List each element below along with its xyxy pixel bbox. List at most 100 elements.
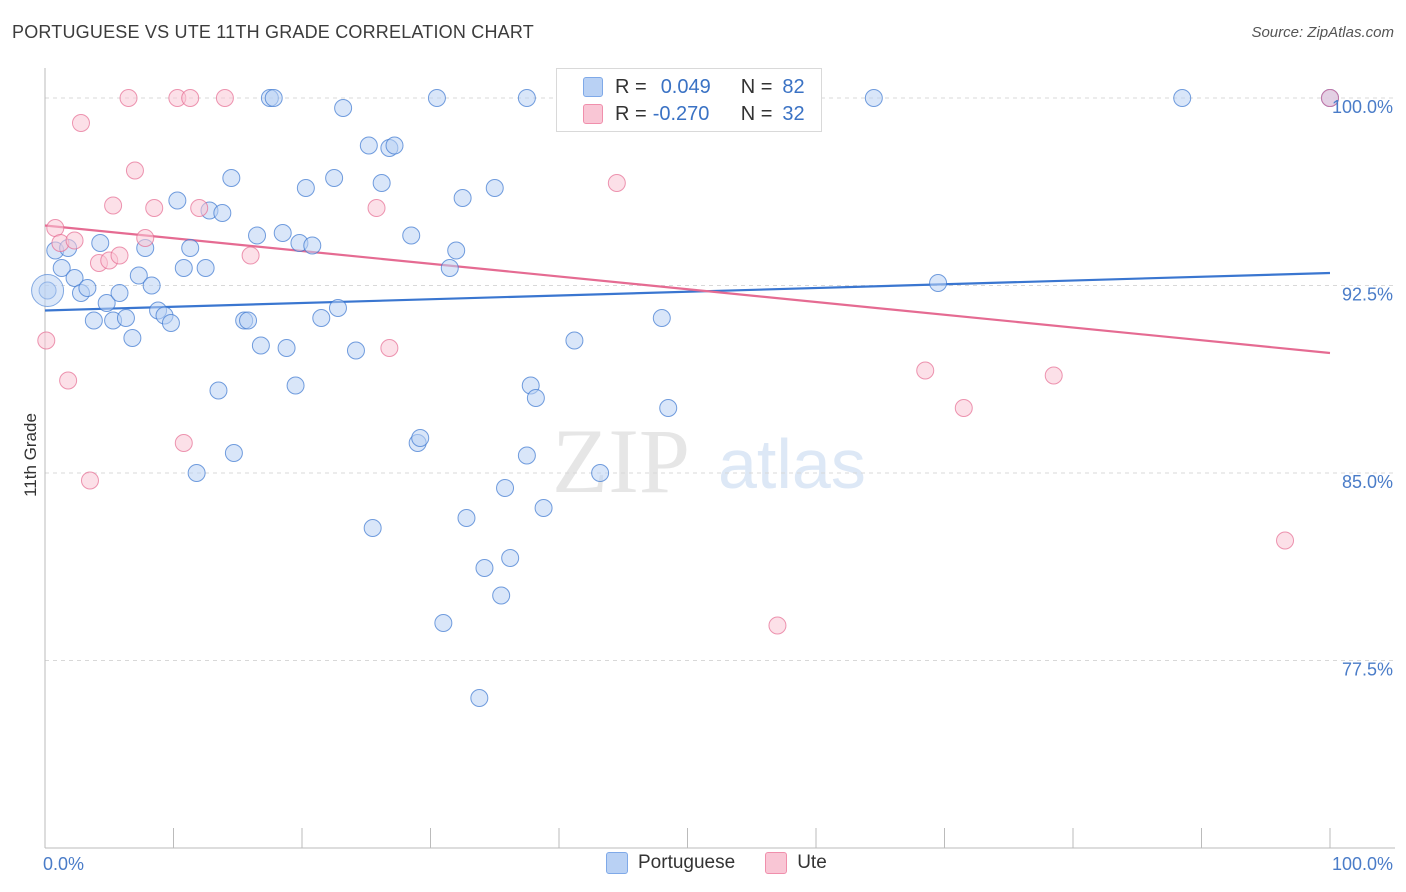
portuguese-point xyxy=(492,586,511,605)
ute-point xyxy=(174,434,193,452)
portuguese-point xyxy=(526,389,545,407)
legend-label-portuguese: Portuguese xyxy=(638,852,736,873)
axes xyxy=(44,68,1395,849)
ute-point xyxy=(80,471,99,490)
ute-point xyxy=(954,399,973,417)
portuguese-point xyxy=(161,314,180,332)
portuguese-point xyxy=(485,179,504,197)
portuguese-point xyxy=(346,341,365,360)
portuguese-point xyxy=(187,464,206,482)
portuguese-point xyxy=(239,311,258,330)
portuguese-point xyxy=(174,259,193,277)
data-points xyxy=(31,89,1339,707)
portuguese-point xyxy=(334,99,353,117)
portuguese-point xyxy=(196,259,215,277)
ute-point xyxy=(136,229,155,247)
portuguese-point xyxy=(385,136,404,155)
portuguese-point xyxy=(434,614,453,632)
portuguese-point xyxy=(534,499,553,517)
portuguese-point xyxy=(65,269,84,287)
portuguese-point xyxy=(277,339,296,357)
portuguese-point xyxy=(475,559,494,577)
correlation-legend: R = 0.049 N = 82 R = -0.270 N = 32 xyxy=(556,68,822,132)
portuguese-point xyxy=(517,446,536,465)
portuguese-point xyxy=(209,381,228,400)
ute-point xyxy=(125,161,144,180)
portuguese-point xyxy=(312,309,331,327)
portuguese-point xyxy=(296,179,315,197)
r-value: -0.270 xyxy=(652,102,710,125)
ute-point xyxy=(607,174,626,192)
portuguese-point xyxy=(359,136,378,155)
tick-labels: 77.5% 85.0% 92.5% 100.0% 0.0% 100.0% xyxy=(43,97,1393,874)
portuguese-point xyxy=(372,174,391,192)
ute-point xyxy=(119,89,138,107)
trend-lines xyxy=(44,224,1331,355)
portuguese-point xyxy=(470,689,489,707)
y-tick-label: 92.5% xyxy=(1342,285,1393,305)
portuguese-point xyxy=(501,549,520,567)
portuguese-point xyxy=(273,224,292,242)
portuguese-point xyxy=(52,259,71,277)
portuguese-swatch xyxy=(583,77,603,97)
legend-row-portuguese: R = 0.049 N = 82 xyxy=(557,74,805,100)
ute-point xyxy=(916,361,935,380)
portuguese-point xyxy=(222,169,241,187)
gridlines xyxy=(45,97,1395,661)
source-credit: Source: ZipAtlas.com xyxy=(1251,24,1394,41)
portuguese-point xyxy=(453,189,472,207)
portuguese-point xyxy=(496,479,515,497)
ute-point xyxy=(1321,89,1339,107)
portuguese-point xyxy=(929,274,948,292)
portuguese-point xyxy=(97,294,116,312)
ute-point xyxy=(59,371,78,390)
ute-point xyxy=(215,89,234,107)
ute-point xyxy=(110,246,129,265)
portuguese-point xyxy=(1173,89,1192,107)
portuguese-point xyxy=(251,336,270,355)
ute-point xyxy=(768,616,787,635)
ute-swatch xyxy=(765,852,788,874)
n-value: 82 xyxy=(782,75,805,98)
series-legend: Portuguese Ute xyxy=(606,852,857,874)
n-label: N = xyxy=(740,75,773,98)
portuguese-point xyxy=(652,309,671,327)
y-axis-title: 11th Grade xyxy=(21,413,40,497)
portuguese-point xyxy=(864,89,883,107)
portuguese-trend-line xyxy=(44,271,1331,312)
portuguese-point xyxy=(363,519,382,537)
n-value: 32 xyxy=(782,102,805,125)
portuguese-point xyxy=(213,204,232,222)
portuguese-point xyxy=(84,311,103,330)
ute-point xyxy=(37,331,56,350)
portuguese-point xyxy=(248,226,267,245)
portuguese-point xyxy=(411,429,430,447)
portuguese-point xyxy=(168,191,187,210)
portuguese-point xyxy=(116,309,135,327)
portuguese-point xyxy=(110,284,129,302)
chart-title: PORTUGUESE VS UTE 11TH GRADE CORRELATION… xyxy=(12,22,534,42)
watermark-atlas: atlas xyxy=(718,425,866,503)
portuguese-swatch xyxy=(606,852,628,874)
portuguese-point xyxy=(264,89,283,107)
portuguese-point xyxy=(303,236,322,255)
portuguese-point xyxy=(427,89,446,107)
y-tick-label: 100.0% xyxy=(1332,97,1393,117)
ute-point xyxy=(46,219,65,237)
ute-point xyxy=(367,199,386,217)
r-label: R = xyxy=(615,102,647,125)
ute-trend-line xyxy=(44,224,1331,355)
legend-row-ute: R = -0.270 N = 32 xyxy=(557,101,805,127)
r-value: 0.049 xyxy=(660,75,711,98)
portuguese-point xyxy=(129,266,148,285)
portuguese-point xyxy=(328,299,347,317)
portuguese-point xyxy=(591,464,610,482)
portuguese-point xyxy=(123,329,142,347)
ute-point xyxy=(181,89,200,107)
portuguese-point-large xyxy=(31,274,65,307)
ute-point xyxy=(145,199,164,217)
portuguese-point xyxy=(142,276,161,295)
legend-item-ute: Ute xyxy=(765,852,827,874)
r-label: R = xyxy=(615,75,647,98)
